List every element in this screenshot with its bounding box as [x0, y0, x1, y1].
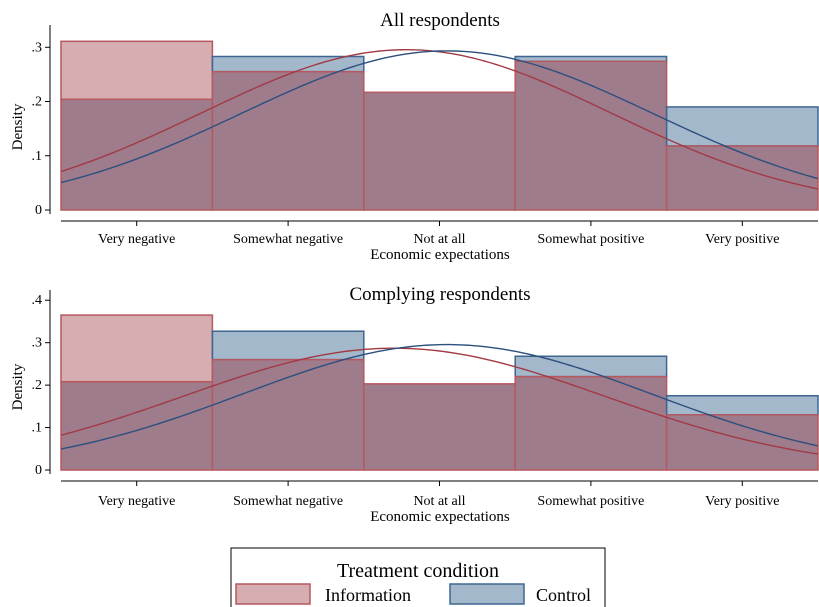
y-axis-title: Density [10, 363, 26, 410]
density-curve-control [60, 343, 819, 450]
x-tick-label: Very negative [98, 494, 175, 509]
bar-overlap [363, 383, 516, 471]
curves-layer [60, 343, 819, 455]
curves-layer [60, 49, 819, 190]
x-tick-label: Somewhat negative [233, 494, 343, 509]
y-tick-label: .1 [32, 421, 43, 436]
panel-title: Complying respondents [349, 284, 530, 305]
axes-layer: 0 .1 .2 .3 .4 Very negative Somewhat negative N… [32, 290, 818, 509]
legend: Treatment condition Information Control [230, 547, 606, 607]
bar-excess-information [60, 40, 214, 101]
bar-overlap [211, 358, 365, 471]
x-tick-label: Very positive [705, 232, 779, 247]
bars-layer [60, 314, 819, 471]
y-tick-label: .1 [32, 149, 43, 164]
x-tick-label: Somewhat positive [537, 494, 644, 509]
legend-label-information: Information [325, 585, 411, 605]
density-curve-control [60, 50, 819, 184]
bars-layer [60, 40, 819, 211]
bar-overlap [363, 91, 516, 211]
y-tick-label: .2 [32, 378, 43, 393]
bar-overlap [514, 60, 668, 211]
panel-complying-respondents: Complying respondents Density Economic e… [10, 284, 819, 525]
x-tick-label: Not at all [413, 232, 465, 247]
bar-overlap [665, 414, 819, 471]
legend-swatch-information [235, 583, 311, 605]
x-axis-title: Economic expectations [370, 509, 510, 525]
bar-overlap [665, 145, 819, 211]
bar-overlap [211, 70, 365, 211]
x-tick-label: Very negative [98, 232, 175, 247]
bar-excess-control [665, 106, 819, 147]
x-axis-title: Economic expectations [370, 247, 510, 263]
x-tick-label: Very positive [705, 494, 779, 509]
y-tick-label: .3 [32, 336, 43, 351]
y-tick-label: 0 [35, 463, 42, 478]
bar-overlap [60, 98, 214, 211]
y-axis-title: Density [10, 103, 26, 150]
y-tick-label: .2 [32, 95, 43, 110]
bar-overlap [60, 380, 214, 471]
bar-excess-control [211, 55, 365, 73]
legend-label-control: Control [536, 585, 591, 605]
bar-excess-control [665, 394, 819, 416]
panel-title: All respondents [380, 10, 500, 31]
axes-layer: 0 .1 .2 .3 Very negative Somewhat negative Not… [32, 25, 818, 247]
x-tick-label: Somewhat positive [537, 232, 644, 247]
y-tick-label: 0 [35, 203, 42, 218]
panel-all-respondents: All respondents Density Economic expecta… [10, 10, 819, 263]
legend-title: Treatment condition [337, 560, 499, 582]
y-tick-label: .4 [32, 293, 43, 308]
x-tick-label: Not at all [413, 494, 465, 509]
bar-excess-control [211, 330, 365, 361]
bar-excess-information [60, 314, 214, 383]
density-curve-information [60, 49, 819, 190]
density-curve-information [60, 347, 819, 455]
legend-swatch-control [449, 583, 525, 605]
x-tick-label: Somewhat negative [233, 232, 343, 247]
y-tick-label: .3 [32, 40, 43, 55]
